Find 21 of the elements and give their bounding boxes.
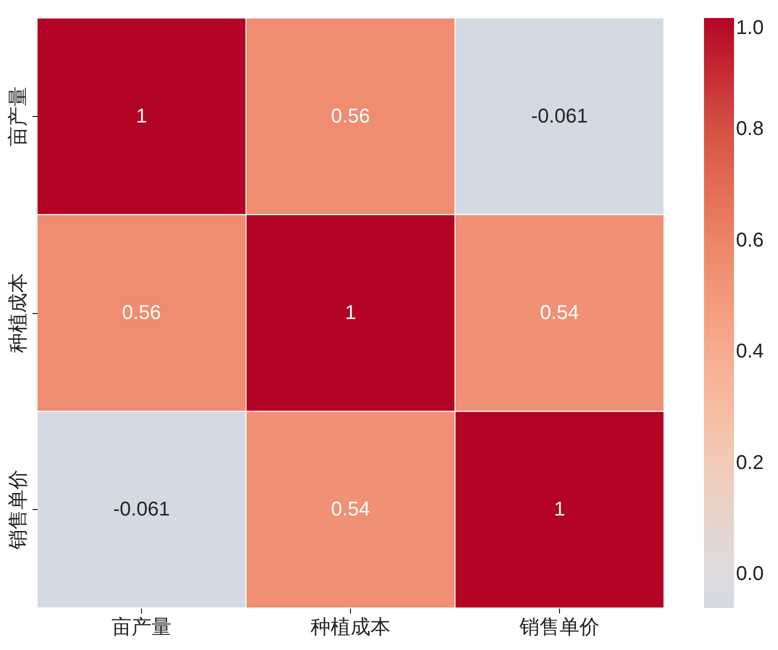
color-bar-label: 0.4 — [736, 340, 764, 363]
data-label: 0.56 — [122, 302, 161, 324]
color-bar-label: 1.0 — [736, 17, 764, 39]
data-label: 0.54 — [540, 302, 579, 324]
data-label: -0.061 — [531, 105, 588, 128]
data-label: 0.56 — [331, 105, 370, 128]
color-bar-label: 0.0 — [736, 563, 764, 586]
x-tick-label: 销售单价 — [518, 616, 600, 638]
color-bar-label: 0.2 — [736, 452, 764, 474]
data-label: -0.061 — [113, 498, 170, 521]
data-label: 1 — [554, 498, 566, 521]
color-bar-label: 0.6 — [736, 229, 764, 252]
y-tick-label: 销售单价 — [8, 470, 30, 551]
y-tick-label: 亩产量 — [8, 86, 30, 146]
color-bar-label: 0.8 — [736, 118, 764, 140]
y-tick-label: 种植成本 — [8, 273, 30, 353]
x-tick-label: 种植成本 — [310, 616, 390, 638]
x-tick-label: 亩产量 — [112, 616, 172, 638]
data-label: 0.54 — [331, 498, 370, 521]
data-label: 1 — [344, 302, 356, 324]
data-label: 1 — [136, 105, 148, 128]
